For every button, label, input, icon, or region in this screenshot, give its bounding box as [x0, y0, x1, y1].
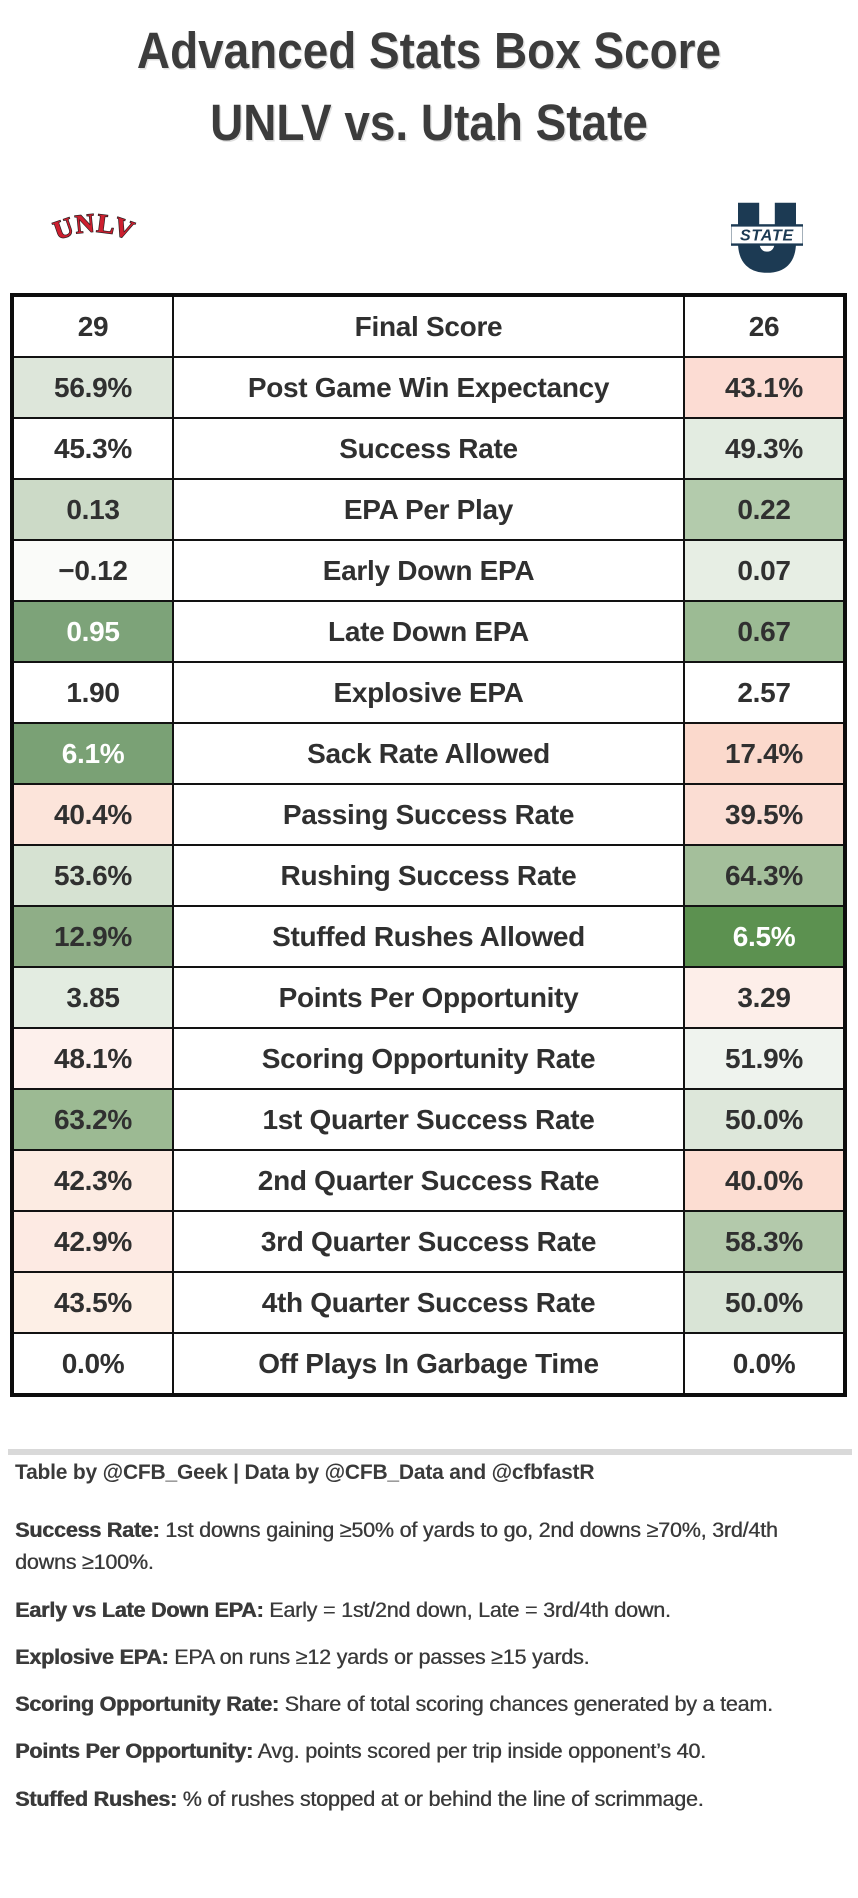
table-row: 48.1% Scoring Opportunity Rate 51.9%	[11, 1027, 846, 1090]
unlv-value-cell: 56.9%	[11, 356, 174, 419]
usu-state-banner: STATE	[731, 224, 803, 246]
unlv-value-cell: 12.9%	[11, 905, 174, 968]
table-row: 45.3% Success Rate 49.3%	[11, 417, 846, 480]
table-row: 29 Final Score 26	[11, 294, 846, 358]
unlv-value-cell: 43.5%	[11, 1271, 174, 1334]
usu-u-shape	[736, 201, 798, 275]
metric-label-cell: Passing Success Rate	[172, 783, 685, 846]
unlv-value-cell: 42.3%	[11, 1149, 174, 1212]
utah-state-value-cell: 64.3%	[683, 844, 846, 907]
unlv-value-cell: 1.90	[11, 661, 174, 724]
table-row: 1.90 Explosive EPA 2.57	[11, 661, 846, 724]
metric-label-cell: Stuffed Rushes Allowed	[172, 905, 685, 968]
utah-state-value-cell: 49.3%	[683, 417, 846, 480]
utah-state-value-cell: 39.5%	[683, 783, 846, 846]
table-row: −0.12 Early Down EPA 0.07	[11, 539, 846, 602]
metric-label-cell: 4th Quarter Success Rate	[172, 1271, 685, 1334]
footnote: Success Rate: 1st downs gaining ≥50% of …	[15, 1518, 778, 1575]
table-row: 53.6% Rushing Success Rate 64.3%	[11, 844, 846, 907]
footnote: Early vs Late Down EPA: Early = 1st/2nd …	[15, 1597, 671, 1622]
table-bottom-shadow	[8, 1449, 852, 1455]
usu-state-text: STATE	[740, 228, 795, 245]
unlv-logo-text: UNLV	[49, 208, 138, 246]
metric-label-cell: Scoring Opportunity Rate	[172, 1027, 685, 1090]
utah-state-logo: STATE	[731, 201, 803, 275]
unlv-value-cell: 0.95	[11, 600, 174, 663]
unlv-value-cell: 63.2%	[11, 1088, 174, 1151]
footnotes-section: Success Rate: 1st downs gaining ≥50% of …	[15, 1514, 805, 1830]
metric-label-cell: Sack Rate Allowed	[172, 722, 685, 785]
advanced-stats-table: 29 Final Score 26 56.9% Post Game Win Expect…	[10, 293, 847, 1397]
footnote: Scoring Opportunity Rate: Share of total…	[15, 1692, 773, 1716]
footnote-term: Stuffed Rushes:	[15, 1786, 177, 1811]
metric-label-cell: Final Score	[172, 294, 685, 358]
utah-state-value-cell: 50.0%	[683, 1088, 846, 1151]
credit-line: Table by @CFB_Geek | Data by @CFB_Data a…	[15, 1461, 595, 1484]
footnote: Explosive EPA: EPA on runs ≥12 yards or …	[15, 1644, 590, 1669]
utah-state-value-cell: 58.3%	[683, 1210, 846, 1273]
utah-state-value-cell: 43.1%	[683, 356, 846, 419]
utah-state-value-cell: 40.0%	[683, 1149, 846, 1212]
footnote: Stuffed Rushes: % of rushes stopped at o…	[15, 1786, 704, 1811]
unlv-value-cell: 29	[11, 294, 174, 358]
unlv-value-cell: 42.9%	[11, 1210, 174, 1273]
unlv-value-cell: 6.1%	[11, 722, 174, 785]
metric-label-cell: Rushing Success Rate	[172, 844, 685, 907]
metric-label-cell: Explosive EPA	[172, 661, 685, 724]
unlv-value-cell: 0.13	[11, 478, 174, 541]
metric-label-cell: 2nd Quarter Success Rate	[172, 1149, 685, 1212]
footnote-term: Early vs Late Down EPA:	[15, 1597, 264, 1622]
table-row: 6.1% Sack Rate Allowed 17.4%	[11, 722, 846, 785]
metric-label-cell: Points Per Opportunity	[172, 966, 685, 1029]
unlv-value-cell: 48.1%	[11, 1027, 174, 1090]
utah-state-value-cell: 0.0%	[683, 1332, 846, 1396]
unlv-value-cell: 3.85	[11, 966, 174, 1029]
unlv-value-cell: −0.12	[11, 539, 174, 602]
footnote-term: Scoring Opportunity Rate:	[15, 1692, 279, 1716]
utah-state-value-cell: 0.67	[683, 600, 846, 663]
metric-label-cell: Late Down EPA	[172, 600, 685, 663]
utah-state-value-cell: 51.9%	[683, 1027, 846, 1090]
metric-label-cell: Off Plays In Garbage Time	[172, 1332, 685, 1396]
metric-label-cell: 1st Quarter Success Rate	[172, 1088, 685, 1151]
table-row: 0.0% Off Plays In Garbage Time 0.0%	[11, 1332, 846, 1396]
table-row: 63.2% 1st Quarter Success Rate 50.0%	[11, 1088, 846, 1151]
metric-label-cell: 3rd Quarter Success Rate	[172, 1210, 685, 1273]
footnote-term: Explosive EPA:	[15, 1644, 169, 1669]
table-row: 56.9% Post Game Win Expectancy 43.1%	[11, 356, 846, 419]
footnote-term: Success Rate:	[15, 1518, 160, 1542]
utah-state-value-cell: 26	[683, 294, 846, 358]
unlv-value-cell: 53.6%	[11, 844, 174, 907]
utah-state-value-cell: 3.29	[683, 966, 846, 1029]
utah-state-value-cell: 0.22	[683, 478, 846, 541]
metric-label-cell: Success Rate	[172, 417, 685, 480]
page-title-line1: Advanced Stats Box Score	[136, 22, 722, 79]
unlv-value-cell: 40.4%	[11, 783, 174, 846]
table-row: 43.5% 4th Quarter Success Rate 50.0%	[11, 1271, 846, 1334]
unlv-logo: UNLV	[49, 207, 139, 246]
table-row: 40.4% Passing Success Rate 39.5%	[11, 783, 846, 846]
utah-state-value-cell: 50.0%	[683, 1271, 846, 1334]
page-title-line2: UNLV vs. Utah State	[210, 94, 648, 151]
footnote-term: Points Per Opportunity:	[15, 1739, 253, 1764]
utah-state-value-cell: 2.57	[683, 661, 846, 724]
utah-state-value-cell: 0.07	[683, 539, 846, 602]
table-row: 42.9% 3rd Quarter Success Rate 58.3%	[11, 1210, 846, 1273]
utah-state-value-cell: 6.5%	[683, 905, 846, 968]
table-row: 0.13 EPA Per Play 0.22	[11, 478, 846, 541]
table-row: 0.95 Late Down EPA 0.67	[11, 600, 846, 663]
unlv-value-cell: 0.0%	[11, 1332, 174, 1396]
unlv-value-cell: 45.3%	[11, 417, 174, 480]
metric-label-cell: Post Game Win Expectancy	[172, 356, 685, 419]
metric-label-cell: Early Down EPA	[172, 539, 685, 602]
table-row: 42.3% 2nd Quarter Success Rate 40.0%	[11, 1149, 846, 1212]
footnote: Points Per Opportunity: Avg. points scor…	[15, 1739, 706, 1764]
metric-label-cell: EPA Per Play	[172, 478, 685, 541]
utah-state-value-cell: 17.4%	[683, 722, 846, 785]
table-row: 12.9% Stuffed Rushes Allowed 6.5%	[11, 905, 846, 968]
table-row: 3.85 Points Per Opportunity 3.29	[11, 966, 846, 1029]
